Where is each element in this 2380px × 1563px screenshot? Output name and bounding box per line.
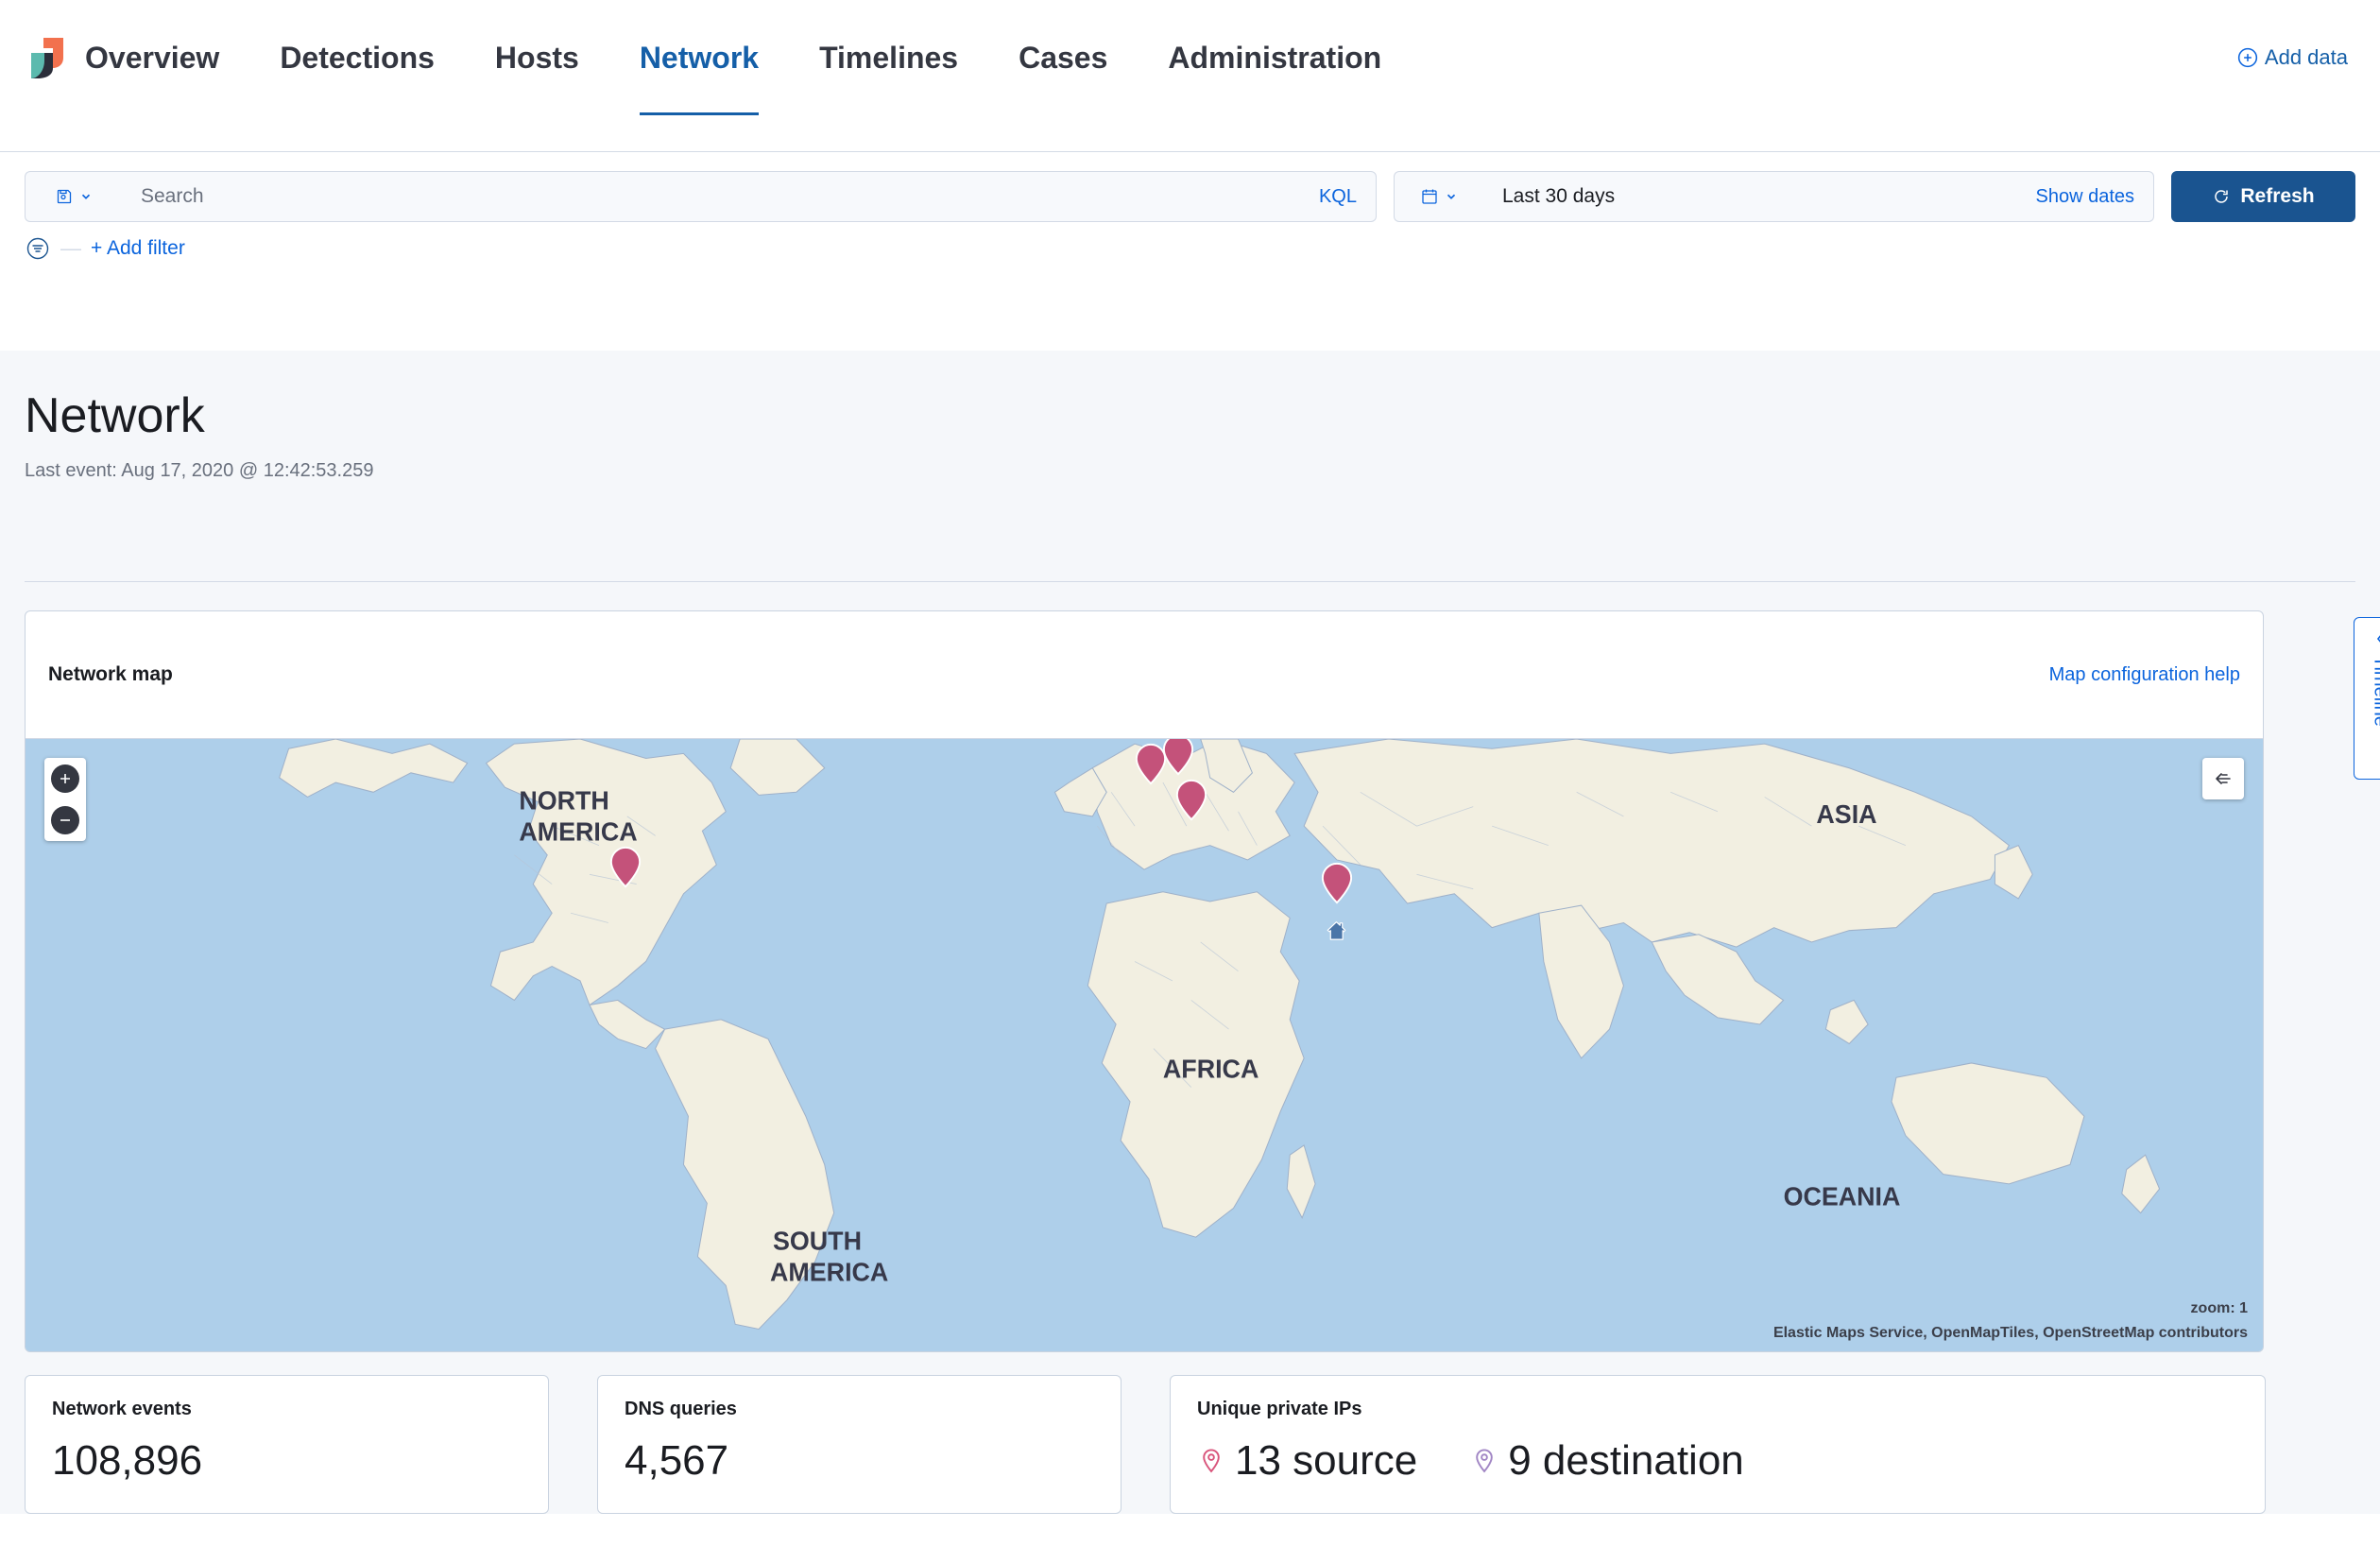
- svg-text:OCEANIA: OCEANIA: [1784, 1181, 1901, 1211]
- svg-text:AMERICA: AMERICA: [770, 1257, 888, 1286]
- svg-text:ASIA: ASIA: [1816, 799, 1876, 829]
- svg-text:NORTH: NORTH: [519, 786, 609, 816]
- svg-text:AMERICA: AMERICA: [519, 816, 637, 846]
- svg-text:AFRICA: AFRICA: [1163, 1054, 1258, 1083]
- svg-text:SOUTH: SOUTH: [773, 1226, 862, 1255]
